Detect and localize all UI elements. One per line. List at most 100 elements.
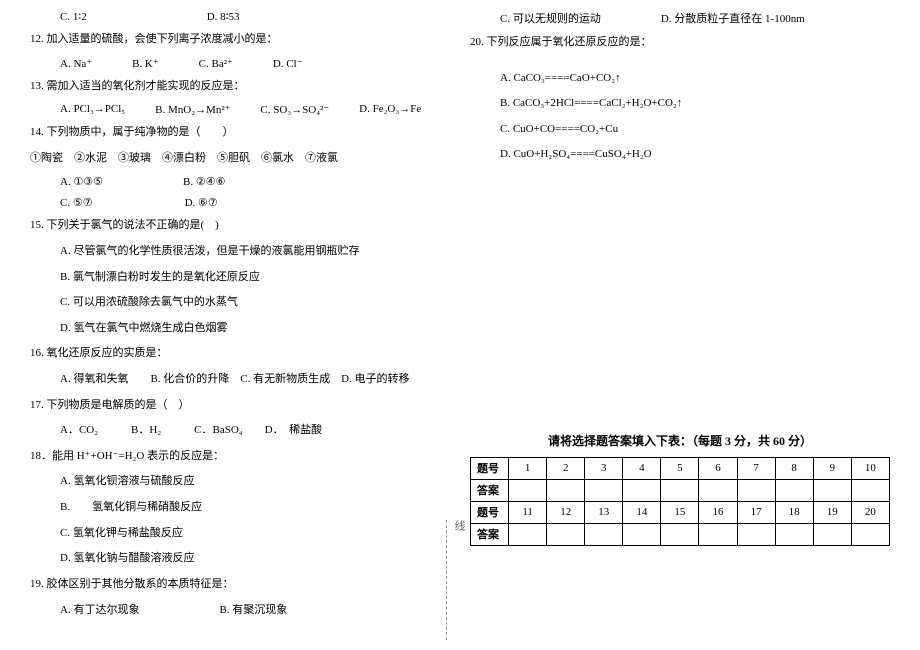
cell[interactable]: [699, 523, 737, 545]
cell[interactable]: [813, 479, 851, 501]
opt-b: B. ②④⑥: [183, 175, 225, 188]
q14: 14. 下列物质中，属于纯净物的是（ ）: [30, 124, 430, 142]
cell: 1: [509, 457, 547, 479]
q15d: D. 氢气在氯气中燃烧生成白色烟雾: [30, 320, 430, 338]
cell: 19: [813, 501, 851, 523]
cell: 8: [775, 457, 813, 479]
q14-opts-ab: A. ①③⑤ B. ②④⑥: [30, 175, 430, 188]
q20b: B. CaCO₃+2HCl====CaCl₂+H₂O+CO₂↑: [470, 95, 890, 113]
row-label: 题号: [471, 457, 509, 479]
opt-d: D. 分散质粒子直径在 1-100nm: [661, 10, 805, 26]
cell: 3: [585, 457, 623, 479]
opt-b: B. 有聚沉现象: [219, 601, 287, 617]
q18b: B. 氢氧化铜与稀硝酸反应: [30, 499, 430, 517]
cell: 10: [851, 457, 889, 479]
opt-d: D. Fe₂O₃→Fe: [359, 103, 421, 116]
cell: 4: [623, 457, 661, 479]
opt-a: A. 有丁达尔现象: [60, 601, 139, 617]
opt-c: C. Ba²⁺: [199, 57, 233, 70]
cell[interactable]: [699, 479, 737, 501]
opt-d: D. 8∶53: [207, 10, 240, 23]
cell[interactable]: [737, 479, 775, 501]
fold-line-label: 线: [446, 520, 467, 640]
q20: 20. 下列反应属于氧化还原反应的是：: [470, 34, 890, 52]
q12: 12. 加入适量的硫酸，会使下列离子浓度减小的是：: [30, 31, 430, 49]
cell: 9: [813, 457, 851, 479]
q18a: A. 氢氧化钡溶液与硫酸反应: [30, 473, 430, 491]
cell: 7: [737, 457, 775, 479]
opt-a: A. PCl₃→PCl₅: [60, 103, 125, 116]
q17-options: A．CO₂ B．H₂ C．BaSO₄ D． 稀盐酸: [30, 422, 430, 440]
q20a: A. CaCO₃====CaO+CO₂↑: [470, 70, 890, 88]
cell[interactable]: [661, 479, 699, 501]
q20c: C. CuO+CO====CO₂+Cu: [470, 121, 890, 139]
cell: 20: [851, 501, 889, 523]
row-label: 答案: [471, 479, 509, 501]
q19: 19. 胶体区别于其他分散系的本质特征是：: [30, 576, 430, 594]
opt-c: C. SO₃→SO₄²⁻: [260, 103, 329, 116]
opt-d: D. ⑥⑦: [185, 196, 218, 209]
opt-b: B. K⁺: [132, 57, 159, 70]
cell[interactable]: [509, 523, 547, 545]
opt-a: A. ①③⑤: [60, 175, 103, 188]
row-label: 题号: [471, 501, 509, 523]
cell: 14: [623, 501, 661, 523]
q13-options: A. PCl₃→PCl₅ B. MnO₂→Mn²⁺ C. SO₃→SO₄²⁻ D…: [30, 103, 430, 116]
q17: 17. 下列物质是电解质的是（ ）: [30, 397, 430, 415]
cell[interactable]: [623, 479, 661, 501]
cell[interactable]: [585, 523, 623, 545]
opt-c: C. 可以无规则的运动: [500, 10, 601, 26]
q16-options: A. 得氧和失氧 B. 化合价的升降 C. 有无新物质生成 D. 电子的转移: [30, 371, 430, 389]
q13: 13. 需加入适当的氧化剂才能实现的反应是：: [30, 78, 430, 96]
q11-options-cd: C. 1∶2 D. 8∶53: [30, 10, 430, 23]
cell: 18: [775, 501, 813, 523]
q18: 18．能用 H⁺+OH⁻=H₂O 表示的反应是：: [30, 448, 430, 466]
q14-items: ①陶瓷 ②水泥 ③玻璃 ④漂白粉 ⑤胆矾 ⑥氯水 ⑦液氯: [30, 150, 430, 168]
cell[interactable]: [851, 523, 889, 545]
cell[interactable]: [547, 479, 585, 501]
cell[interactable]: [737, 523, 775, 545]
cell: 6: [699, 457, 737, 479]
cell: 2: [547, 457, 585, 479]
cell: 13: [585, 501, 623, 523]
cell[interactable]: [509, 479, 547, 501]
cell: 17: [737, 501, 775, 523]
cell[interactable]: [775, 523, 813, 545]
opt-b: B. MnO₂→Mn²⁺: [155, 103, 230, 116]
q18d: D. 氢氧化钠与醋酸溶液反应: [30, 550, 430, 568]
cell[interactable]: [547, 523, 585, 545]
q15a: A. 尽管氯气的化学性质很活泼，但是干燥的液氯能用钢瓶贮存: [30, 243, 430, 261]
cell[interactable]: [623, 523, 661, 545]
left-column: C. 1∶2 D. 8∶53 12. 加入适量的硫酸，会使下列离子浓度减小的是：…: [30, 10, 450, 625]
q19-opts-ab: A. 有丁达尔现象 B. 有聚沉现象: [30, 601, 430, 617]
cell[interactable]: [585, 479, 623, 501]
cell[interactable]: [775, 479, 813, 501]
cell: 12: [547, 501, 585, 523]
opt-a: A. Na⁺: [60, 57, 92, 70]
cell: 16: [699, 501, 737, 523]
table-row: 题号 1 2 3 4 5 6 7 8 9 10: [471, 457, 890, 479]
opt-c: C. ⑤⑦: [60, 196, 93, 209]
cell[interactable]: [813, 523, 851, 545]
q14-opts-cd: C. ⑤⑦ D. ⑥⑦: [30, 196, 430, 209]
opt-d: D. Cl⁻: [273, 57, 303, 70]
table-row: 答案: [471, 479, 890, 501]
cell: 5: [661, 457, 699, 479]
cell[interactable]: [661, 523, 699, 545]
q15b: B. 氯气制漂白粉时发生的是氧化还原反应: [30, 269, 430, 287]
table-row: 答案: [471, 523, 890, 545]
answer-table-title: 请将选择题答案填入下表：（每题 3 分，共 60 分）: [470, 432, 890, 449]
q19-opts-cd: C. 可以无规则的运动 D. 分散质粒子直径在 1-100nm: [470, 10, 890, 26]
table-row: 题号 11 12 13 14 15 16 17 18 19 20: [471, 501, 890, 523]
right-column: C. 可以无规则的运动 D. 分散质粒子直径在 1-100nm 20. 下列反应…: [450, 10, 890, 625]
q15: 15. 下列关于氯气的说法不正确的是( ): [30, 217, 430, 235]
cell: 11: [509, 501, 547, 523]
row-label: 答案: [471, 523, 509, 545]
answer-table: 题号 1 2 3 4 5 6 7 8 9 10 答案: [470, 457, 890, 546]
cell[interactable]: [851, 479, 889, 501]
q18c: C. 氢氧化钾与稀盐酸反应: [30, 525, 430, 543]
q16: 16. 氧化还原反应的实质是：: [30, 345, 430, 363]
cell: 15: [661, 501, 699, 523]
opt-c: C. 1∶2: [60, 10, 87, 23]
q15c: C. 可以用浓硫酸除去氯气中的水蒸气: [30, 294, 430, 312]
